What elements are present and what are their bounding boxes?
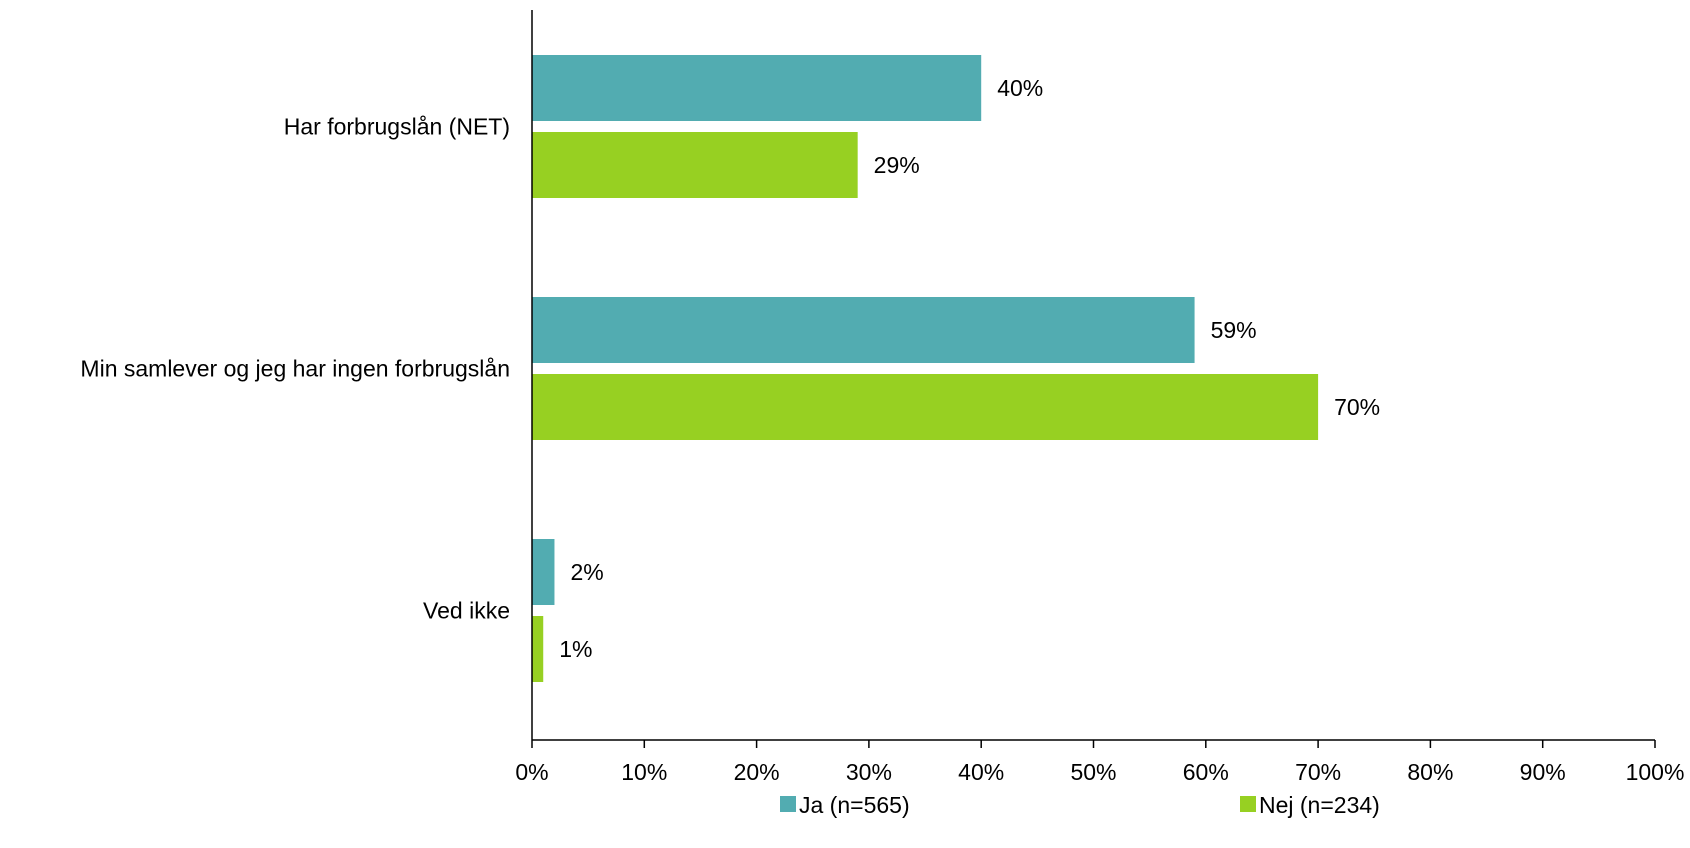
x-tick-label: 70% <box>1295 759 1341 785</box>
data-labels-group: 40% 29% 59% 70% 2% 1% <box>559 75 1380 662</box>
data-label: 70% <box>1334 394 1380 420</box>
x-ticks-group: 0% 10% 20% 30% 40% 50% 60% 70% 80% 90% 100% <box>515 740 1684 785</box>
bar-ja-2 <box>532 539 555 605</box>
x-tick-label: 80% <box>1407 759 1453 785</box>
category-label: Min samlever og jeg har ingen forbrugslå… <box>80 356 510 382</box>
x-tick-label: 0% <box>515 759 548 785</box>
legend-label: Nej (n=234) <box>1259 792 1380 818</box>
x-tick-label: 40% <box>958 759 1004 785</box>
x-tick-label: 30% <box>846 759 892 785</box>
category-labels-group: Har forbrugslån (NET) Min samlever og jeg… <box>80 114 510 624</box>
bar-nej-1 <box>532 374 1319 440</box>
x-tick-label: 90% <box>1520 759 1566 785</box>
x-tick-label: 100% <box>1626 759 1685 785</box>
data-label: 40% <box>997 75 1043 101</box>
bar-nej-2 <box>532 616 544 682</box>
bars-group <box>532 55 1319 682</box>
data-label: 2% <box>570 559 603 585</box>
legend-label: Ja (n=565) <box>799 792 910 818</box>
data-label: 29% <box>874 152 920 178</box>
bar-nej-0 <box>532 132 858 198</box>
category-label: Har forbrugslån (NET) <box>284 114 510 140</box>
category-label: Ved ikke <box>423 598 510 624</box>
bar-ja-0 <box>532 55 982 121</box>
x-tick-label: 50% <box>1070 759 1116 785</box>
bar-ja-1 <box>532 297 1195 363</box>
legend-swatch-nej <box>1240 796 1256 812</box>
x-tick-label: 10% <box>621 759 667 785</box>
data-label: 1% <box>559 636 592 662</box>
legend: Ja (n=565) Nej (n=234) <box>780 792 1380 818</box>
legend-swatch-ja <box>780 796 796 812</box>
x-tick-label: 20% <box>734 759 780 785</box>
x-tick-label: 60% <box>1183 759 1229 785</box>
data-label: 59% <box>1211 317 1257 343</box>
